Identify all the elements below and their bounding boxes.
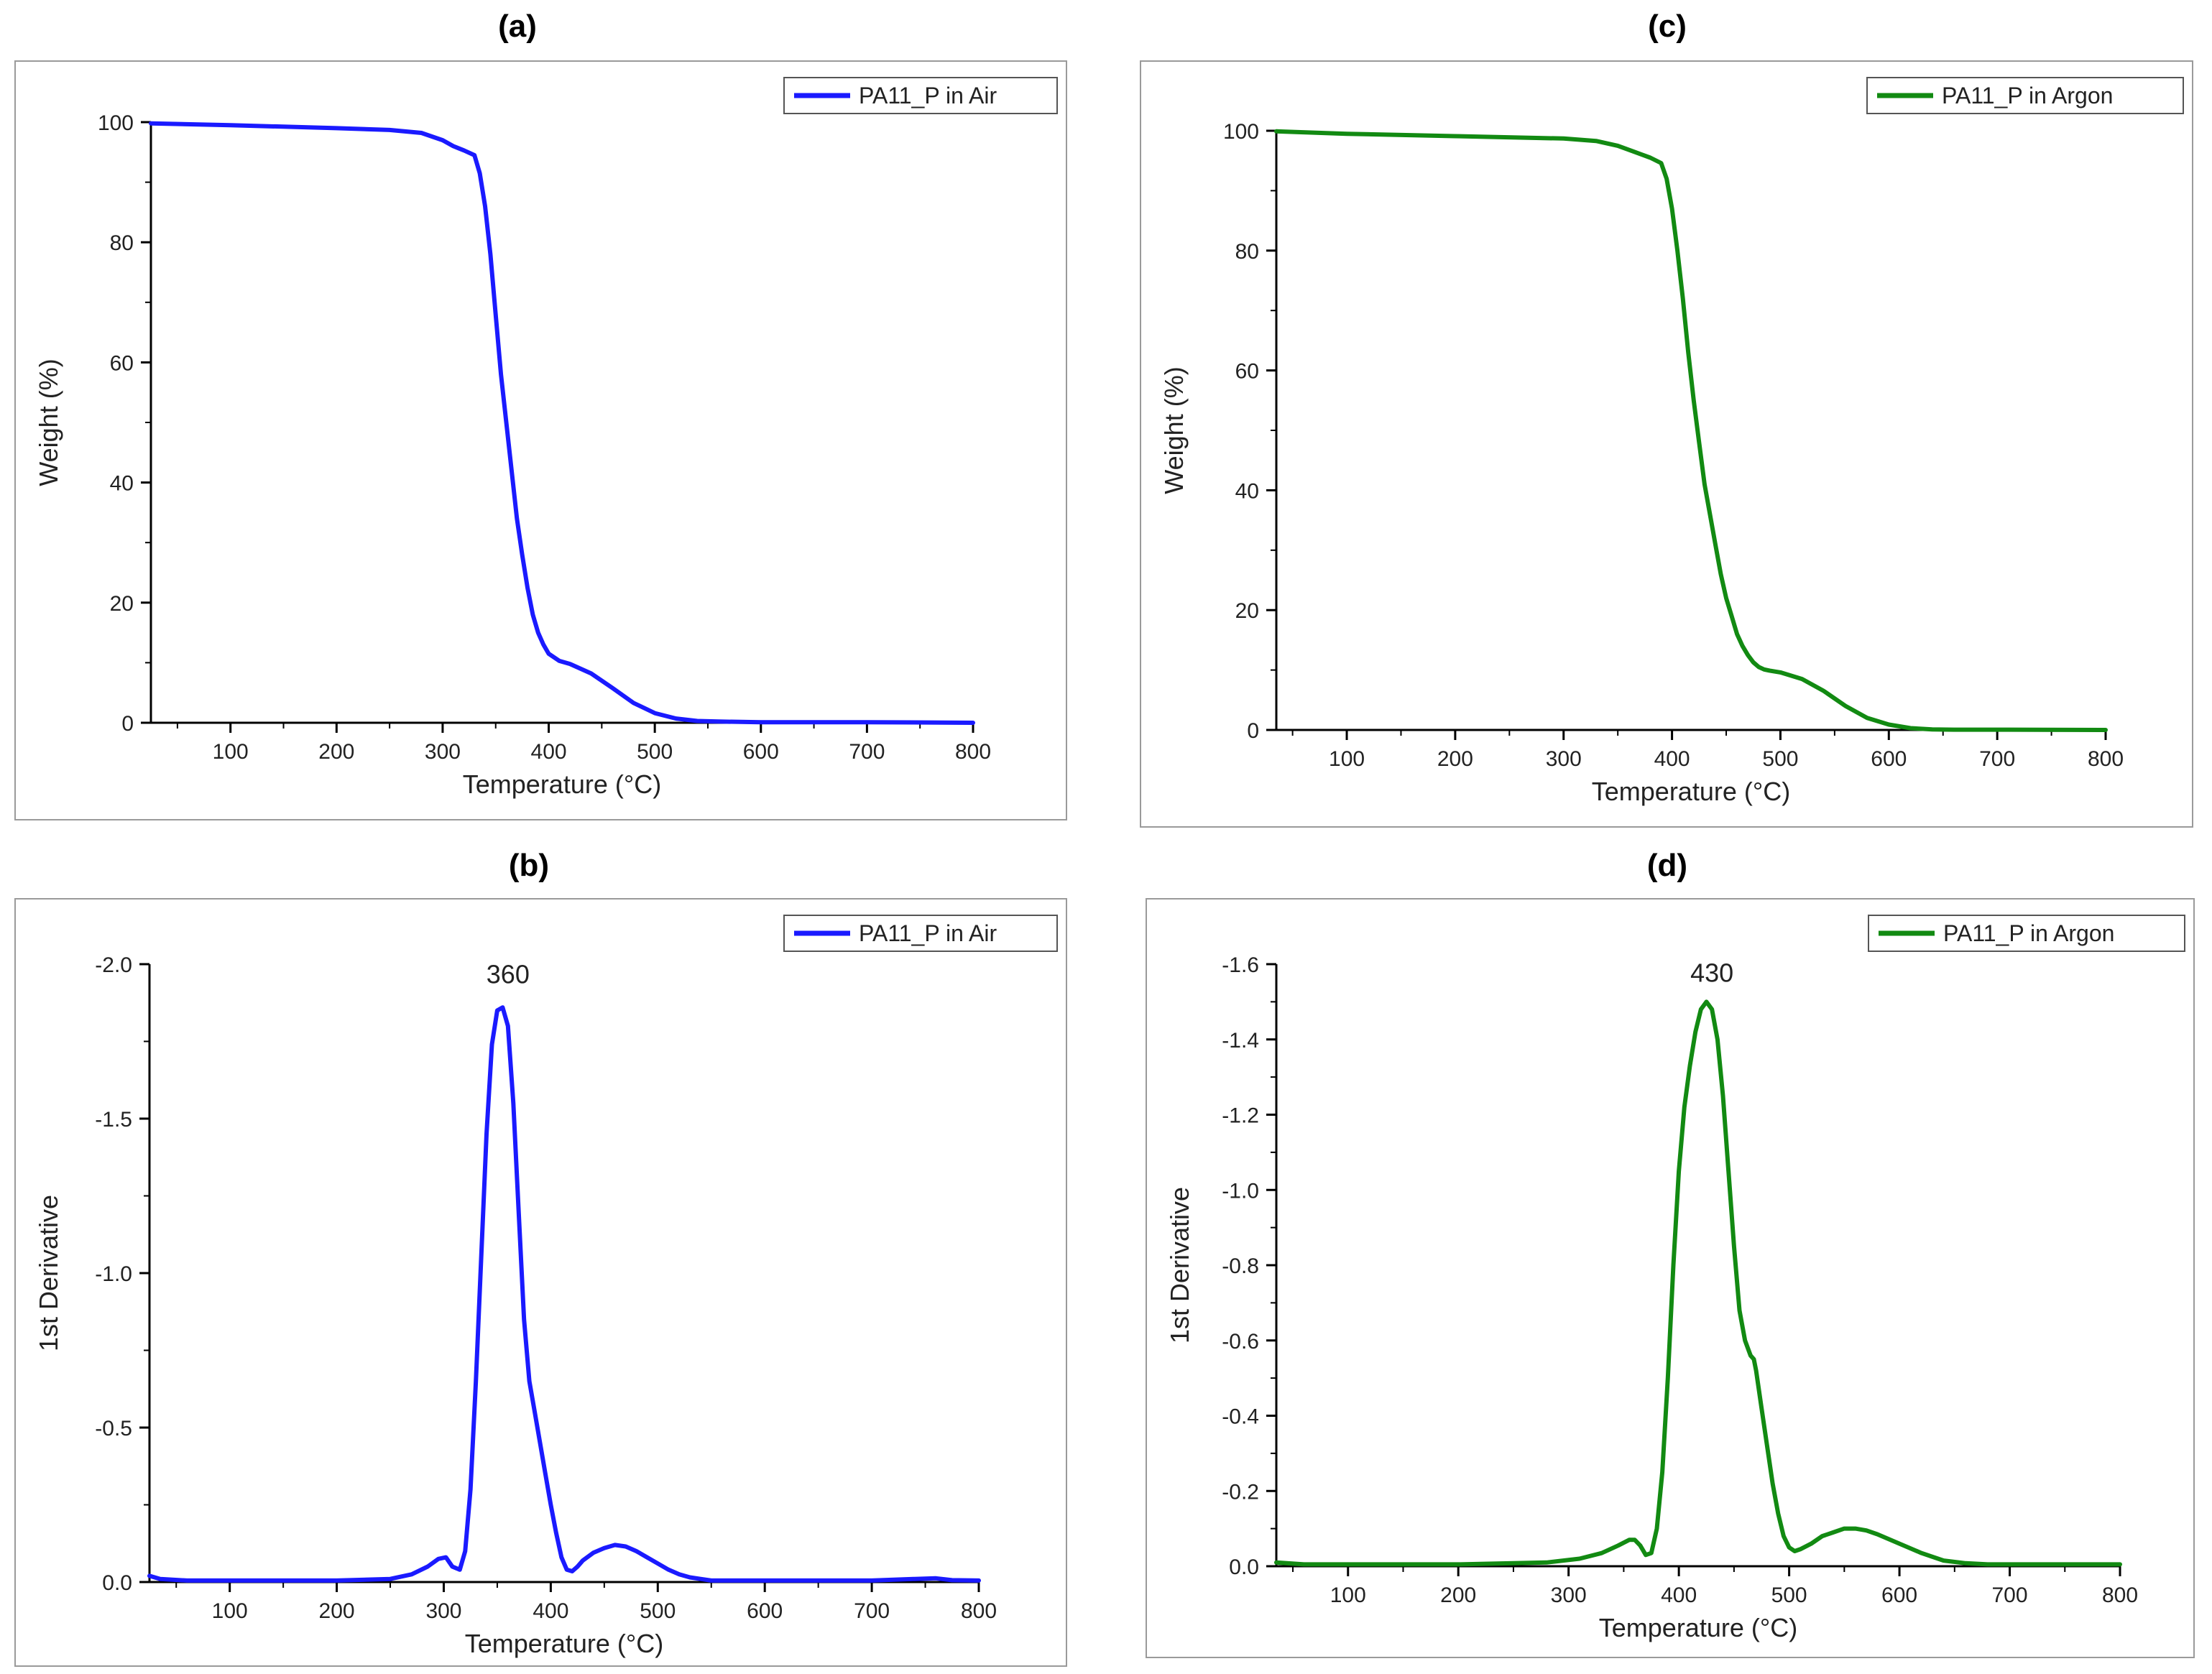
y-tick-label: -1.4: [1222, 1029, 1259, 1053]
chart-a: 100 200 300 400 500 600 700 800 0 20 40 60 80 100 Temp…: [34, 77, 1058, 799]
legend: PA11_P in Argon: [1866, 77, 2184, 114]
y-tick-label: -0.5: [95, 1417, 132, 1441]
legend-label: PA11_P in Argon: [1943, 920, 2114, 946]
y-tick-label: -0.6: [1222, 1330, 1259, 1354]
panel-c-frame: 100 200 300 400 500 600 700 800 0 20 40 60 80 100 Temp…: [1140, 60, 2193, 828]
x-tick-label: 500: [1771, 1583, 1807, 1607]
y-tick-label: -1.0: [1222, 1179, 1259, 1203]
y-tick-label: 0: [1247, 719, 1259, 743]
y-tick-label: 60: [1235, 360, 1259, 384]
y-tick-label: 40: [1235, 479, 1259, 503]
x-tick-label: 600: [747, 1599, 783, 1623]
x-tick-label: 100: [1330, 1583, 1366, 1607]
y-tick-label: 80: [1235, 240, 1259, 264]
x-axis-title: Temperature (°C): [1592, 777, 1790, 806]
x-tick-label: 700: [1979, 747, 2015, 771]
x-tick-label: 200: [319, 1599, 355, 1623]
y-tick-label: -0.4: [1222, 1405, 1259, 1429]
peak-annotation: 360: [487, 960, 530, 989]
x-tick-label: 700: [1992, 1583, 2028, 1607]
panel-label-d: (d): [1646, 848, 1688, 883]
x-tick-label: 400: [533, 1599, 568, 1623]
legend-label: PA11_P in Argon: [1942, 83, 2113, 108]
chart-c: 100 200 300 400 500 600 700 800 0 20 40 60 80 100 Temp…: [1159, 77, 2184, 806]
x-tick-label: 800: [2102, 1583, 2138, 1607]
y-tick-label: 100: [98, 111, 134, 135]
x-tick-label: 100: [212, 1599, 248, 1623]
panel-label-b: (b): [508, 848, 550, 883]
x-axis-title: Temperature (°C): [463, 769, 661, 799]
y-tick-label: 80: [110, 231, 134, 255]
data-line: [149, 121, 975, 725]
y-tick-label: 0.0: [102, 1571, 132, 1595]
x-tick-label: 200: [318, 740, 354, 764]
legend-label: PA11_P in Air: [859, 920, 997, 946]
y-tick-label: 20: [110, 592, 134, 616]
x-tick-label: 300: [425, 1599, 461, 1623]
x-tick-label: 100: [1329, 747, 1365, 771]
y-tick-label: -1.6: [1222, 953, 1259, 977]
x-axis-title: Temperature (°C): [1599, 1613, 1797, 1642]
x-tick-label: 600: [743, 740, 779, 764]
x-tick-label: 500: [1762, 747, 1798, 771]
legend: PA11_P in Air: [783, 915, 1058, 952]
x-tick-label: 300: [1546, 747, 1582, 771]
y-tick-label: -0.2: [1222, 1480, 1259, 1504]
x-tick-label: 300: [1551, 1583, 1587, 1607]
x-tick-label: 300: [425, 740, 461, 764]
x-tick-label: 700: [854, 1599, 890, 1623]
x-tick-label: 400: [1661, 1583, 1697, 1607]
panel-b-frame: 100 200 300 400 500 600 700 800 0.0 -0.5 -1.0 -1.5 -…: [14, 898, 1067, 1667]
x-tick-label: 400: [531, 740, 567, 764]
panel-label-c: (c): [1648, 9, 1687, 44]
y-axis-title: 1st Derivative: [34, 1195, 63, 1351]
data-line: [1274, 999, 2122, 1567]
x-tick-label: 200: [1440, 1583, 1476, 1607]
y-tick-label: -1.0: [95, 1262, 132, 1286]
panel-d-frame: 100 200 300 400 500 600 700 800 0.0 -0.2 -0.4 -0.6 -…: [1146, 898, 2195, 1658]
legend-label: PA11_P in Air: [859, 83, 997, 108]
y-tick-label: 20: [1235, 599, 1259, 623]
x-tick-label: 500: [637, 740, 673, 764]
y-tick-label: -1.5: [95, 1108, 132, 1132]
y-tick-label: 100: [1223, 120, 1259, 144]
y-axis-title: Weight (%): [34, 359, 63, 486]
legend: PA11_P in Air: [783, 77, 1058, 114]
data-line: [1274, 129, 2108, 732]
x-tick-label: 600: [1881, 1583, 1917, 1607]
x-tick-label: 800: [955, 740, 991, 764]
y-tick-label: 0: [121, 712, 134, 736]
data-line: [147, 1005, 981, 1583]
x-axis-title: Temperature (°C): [465, 1629, 663, 1658]
chart-b: 100 200 300 400 500 600 700 800 0.0 -0.5 -1.0 -1.5 -…: [34, 915, 1058, 1658]
x-tick-label: 800: [2088, 747, 2124, 771]
x-tick-label: 100: [213, 740, 249, 764]
y-tick-label: 60: [110, 351, 134, 375]
x-tick-label: 600: [1871, 747, 1907, 771]
chart-d: 100 200 300 400 500 600 700 800 0.0 -0.2 -0.4 -0.6 -…: [1165, 915, 2185, 1642]
panel-label-a: (a): [498, 9, 537, 44]
y-tick-label: 0.0: [1229, 1555, 1259, 1579]
x-tick-label: 700: [849, 740, 885, 764]
y-tick-label: 40: [110, 472, 134, 496]
y-tick-label: -2.0: [95, 953, 132, 977]
legend: PA11_P in Argon: [1868, 915, 2185, 952]
x-tick-label: 400: [1654, 747, 1690, 771]
peak-annotation: 430: [1690, 958, 1733, 988]
y-tick-label: -0.8: [1222, 1254, 1259, 1278]
panel-a-frame: 100 200 300 400 500 600 700 800 0 20 40 60 80 100 Temp…: [14, 60, 1067, 820]
x-tick-label: 200: [1437, 747, 1473, 771]
y-axis-title: 1st Derivative: [1165, 1187, 1194, 1344]
x-tick-label: 500: [640, 1599, 676, 1623]
x-tick-label: 800: [961, 1599, 997, 1623]
y-axis-title: Weight (%): [1159, 366, 1189, 494]
y-tick-label: -1.2: [1222, 1104, 1259, 1128]
